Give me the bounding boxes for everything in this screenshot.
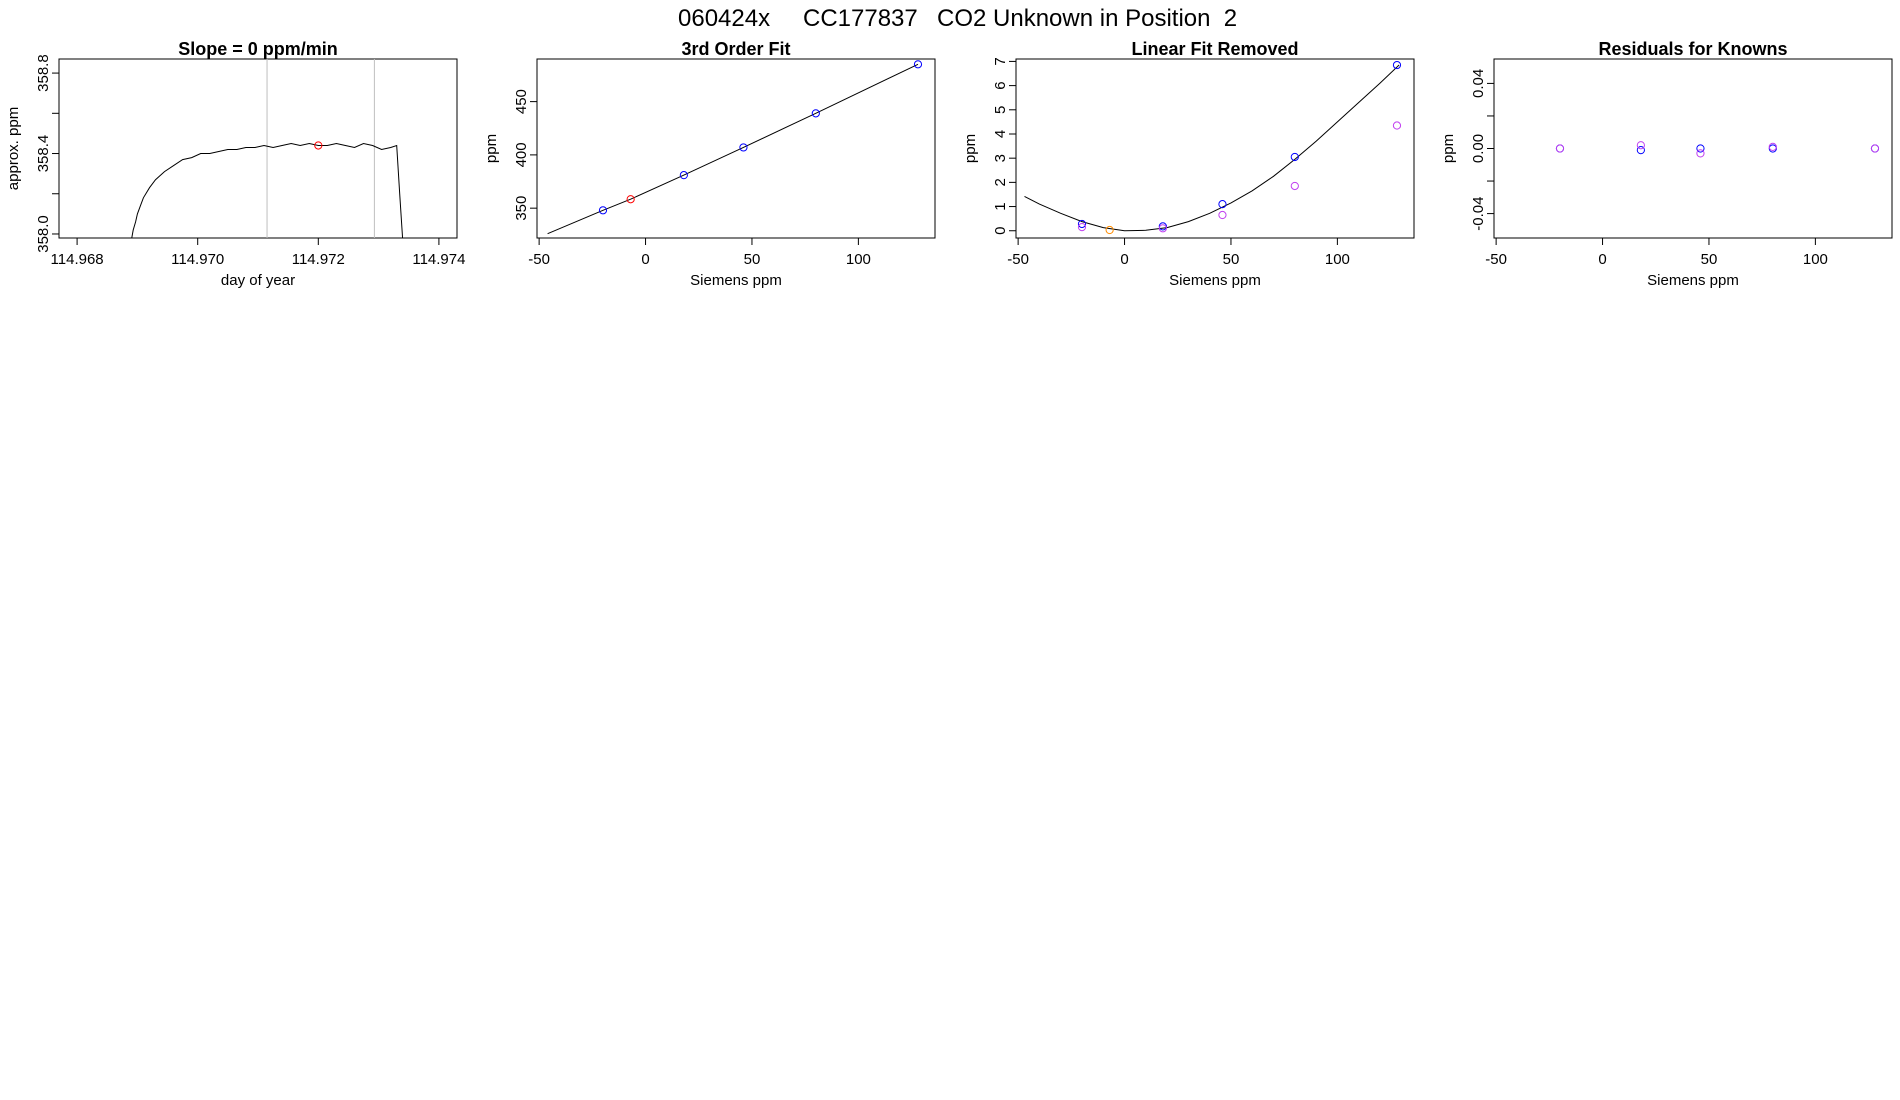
chart-2-point bbox=[811, 109, 820, 118]
chart-panel-1: Slope = 0 ppm/min 114.968 114.970 114.972 11… bbox=[5, 39, 465, 289]
chart-2-ytick-label: 450 bbox=[513, 89, 530, 114]
chart-3-xtick-label: -50 bbox=[1007, 251, 1029, 268]
chart-3-ytick-label: 3 bbox=[992, 154, 1009, 162]
chart-1-ylabel: approx. ppm bbox=[5, 107, 22, 190]
chart-3-xtick-label: 100 bbox=[1325, 251, 1350, 268]
chart-3-ytick-label: 7 bbox=[992, 57, 1009, 65]
chart-1-xtick-label: 114.970 bbox=[171, 251, 224, 268]
chart-4-xtick-label: 0 bbox=[1598, 251, 1606, 268]
chart-4-xlabel: Siemens ppm bbox=[1647, 272, 1739, 289]
chart-4-point bbox=[1768, 144, 1777, 153]
page-title-description: CO2 Unknown in Position 2 bbox=[937, 5, 1237, 32]
chart-3-point bbox=[1392, 121, 1402, 130]
chart-4-ylabel: ppm bbox=[1440, 134, 1457, 163]
page-title-cylinder-id: CC177837 bbox=[803, 5, 918, 32]
chart-2-point bbox=[913, 60, 923, 69]
chart-2-point bbox=[626, 195, 635, 204]
chart-1-point bbox=[314, 141, 323, 150]
chart-panel-4: Residuals for Knowns -50 0 50 100 -0.04 0.00 0.… bbox=[1440, 39, 1893, 289]
chart-4-point bbox=[1555, 144, 1565, 153]
chart-3-series-line bbox=[1024, 64, 1400, 232]
chart-3-point bbox=[1290, 152, 1299, 162]
chart-4-ytick-label: 0.04 bbox=[1470, 69, 1487, 98]
chart-4-point bbox=[1870, 144, 1880, 153]
chart-2-title: 3rd Order Fit bbox=[681, 39, 790, 59]
chart-2-ylabel: ppm bbox=[483, 134, 500, 163]
chart-2-plot-area bbox=[547, 60, 923, 235]
chart-3-point bbox=[1392, 60, 1402, 70]
chart-4-xtick-label: -50 bbox=[1485, 251, 1507, 268]
chart-1-frame bbox=[58, 58, 458, 239]
chart-4-title: Residuals for Knowns bbox=[1598, 39, 1787, 59]
chart-3-plot-area bbox=[1024, 60, 1402, 235]
chart-3-ytick-label: 1 bbox=[992, 202, 1009, 210]
chart-3-point bbox=[1158, 224, 1167, 233]
chart-3-title: Linear Fit Removed bbox=[1131, 39, 1298, 59]
chart-2-point bbox=[739, 143, 748, 152]
chart-1-plot-area bbox=[131, 59, 404, 238]
chart-3-ylabel: ppm bbox=[962, 134, 979, 163]
chart-1-ytick-label: 358.0 bbox=[35, 215, 52, 253]
chart-4-point bbox=[1768, 142, 1777, 151]
chart-1-xtick-label: 114.972 bbox=[292, 251, 345, 268]
chart-1-xlabel: day of year bbox=[221, 272, 295, 289]
chart-4-point bbox=[1696, 144, 1705, 153]
chart-1-xtick-label: 114.968 bbox=[51, 251, 104, 268]
chart-panel-2: 3rd Order Fit -50 0 50 100 350 400 450 Siemens p… bbox=[483, 39, 936, 289]
chart-4-frame bbox=[1493, 58, 1893, 239]
chart-2-point bbox=[679, 171, 688, 180]
chart-1-ytick-label: 358.8 bbox=[35, 54, 52, 92]
chart-4-xtick-label: 100 bbox=[1803, 251, 1828, 268]
chart-3-xtick-label: 0 bbox=[1120, 251, 1128, 268]
chart-2-xtick-label: 0 bbox=[641, 251, 649, 268]
chart-3-point bbox=[1105, 225, 1114, 235]
chart-3-point bbox=[1218, 210, 1227, 220]
chart-2-xtick-label: 50 bbox=[744, 251, 761, 268]
chart-2-xtick-label: -50 bbox=[528, 251, 550, 268]
chart-3-xlabel: Siemens ppm bbox=[1169, 272, 1261, 289]
chart-3-point bbox=[1218, 200, 1227, 209]
chart-1-ytick-label: 358.4 bbox=[35, 135, 52, 173]
chart-4-point bbox=[1636, 146, 1645, 155]
chart-panel-3: Linear Fit Removed -50 0 50 100 0 1 2 3 4 5 6 7 Sieme… bbox=[962, 39, 1415, 289]
chart-3-ytick-label: 0 bbox=[992, 227, 1009, 235]
chart-3-ytick-label: 5 bbox=[992, 106, 1009, 114]
chart-3-ytick-label: 4 bbox=[992, 130, 1009, 138]
chart-3-point bbox=[1290, 181, 1299, 191]
chart-3-ytick-label: 6 bbox=[992, 81, 1009, 89]
chart-1-xtick-label: 114.974 bbox=[412, 251, 465, 268]
chart-4-point bbox=[1636, 141, 1645, 150]
chart-4-ytick-label: -0.04 bbox=[1470, 196, 1487, 230]
chart-4-plot-area bbox=[1555, 141, 1880, 158]
chart-4-point bbox=[1696, 149, 1705, 158]
chart-2-frame bbox=[536, 58, 936, 239]
chart-3-frame bbox=[1015, 58, 1415, 239]
chart-4-xtick-label: 50 bbox=[1701, 251, 1718, 268]
chart-1-series-line bbox=[131, 142, 404, 238]
chart-3-ytick-label: 2 bbox=[992, 178, 1009, 186]
chart-2-ytick-label: 400 bbox=[513, 142, 530, 167]
chart-2-xtick-label: 100 bbox=[846, 251, 871, 268]
chart-2-series-line bbox=[547, 63, 919, 235]
chart-3-point bbox=[1077, 219, 1087, 229]
chart-2-point bbox=[598, 206, 608, 215]
chart-3-xtick-label: 50 bbox=[1223, 251, 1240, 268]
chart-2-xlabel: Siemens ppm bbox=[690, 272, 782, 289]
chart-2-ytick-label: 350 bbox=[513, 196, 530, 221]
chart-4-ytick-label: 0.00 bbox=[1470, 134, 1487, 163]
chart-1-title: Slope = 0 ppm/min bbox=[178, 39, 338, 59]
page-title-run-id: 060424x bbox=[678, 5, 770, 32]
chart-3-point bbox=[1077, 223, 1087, 232]
